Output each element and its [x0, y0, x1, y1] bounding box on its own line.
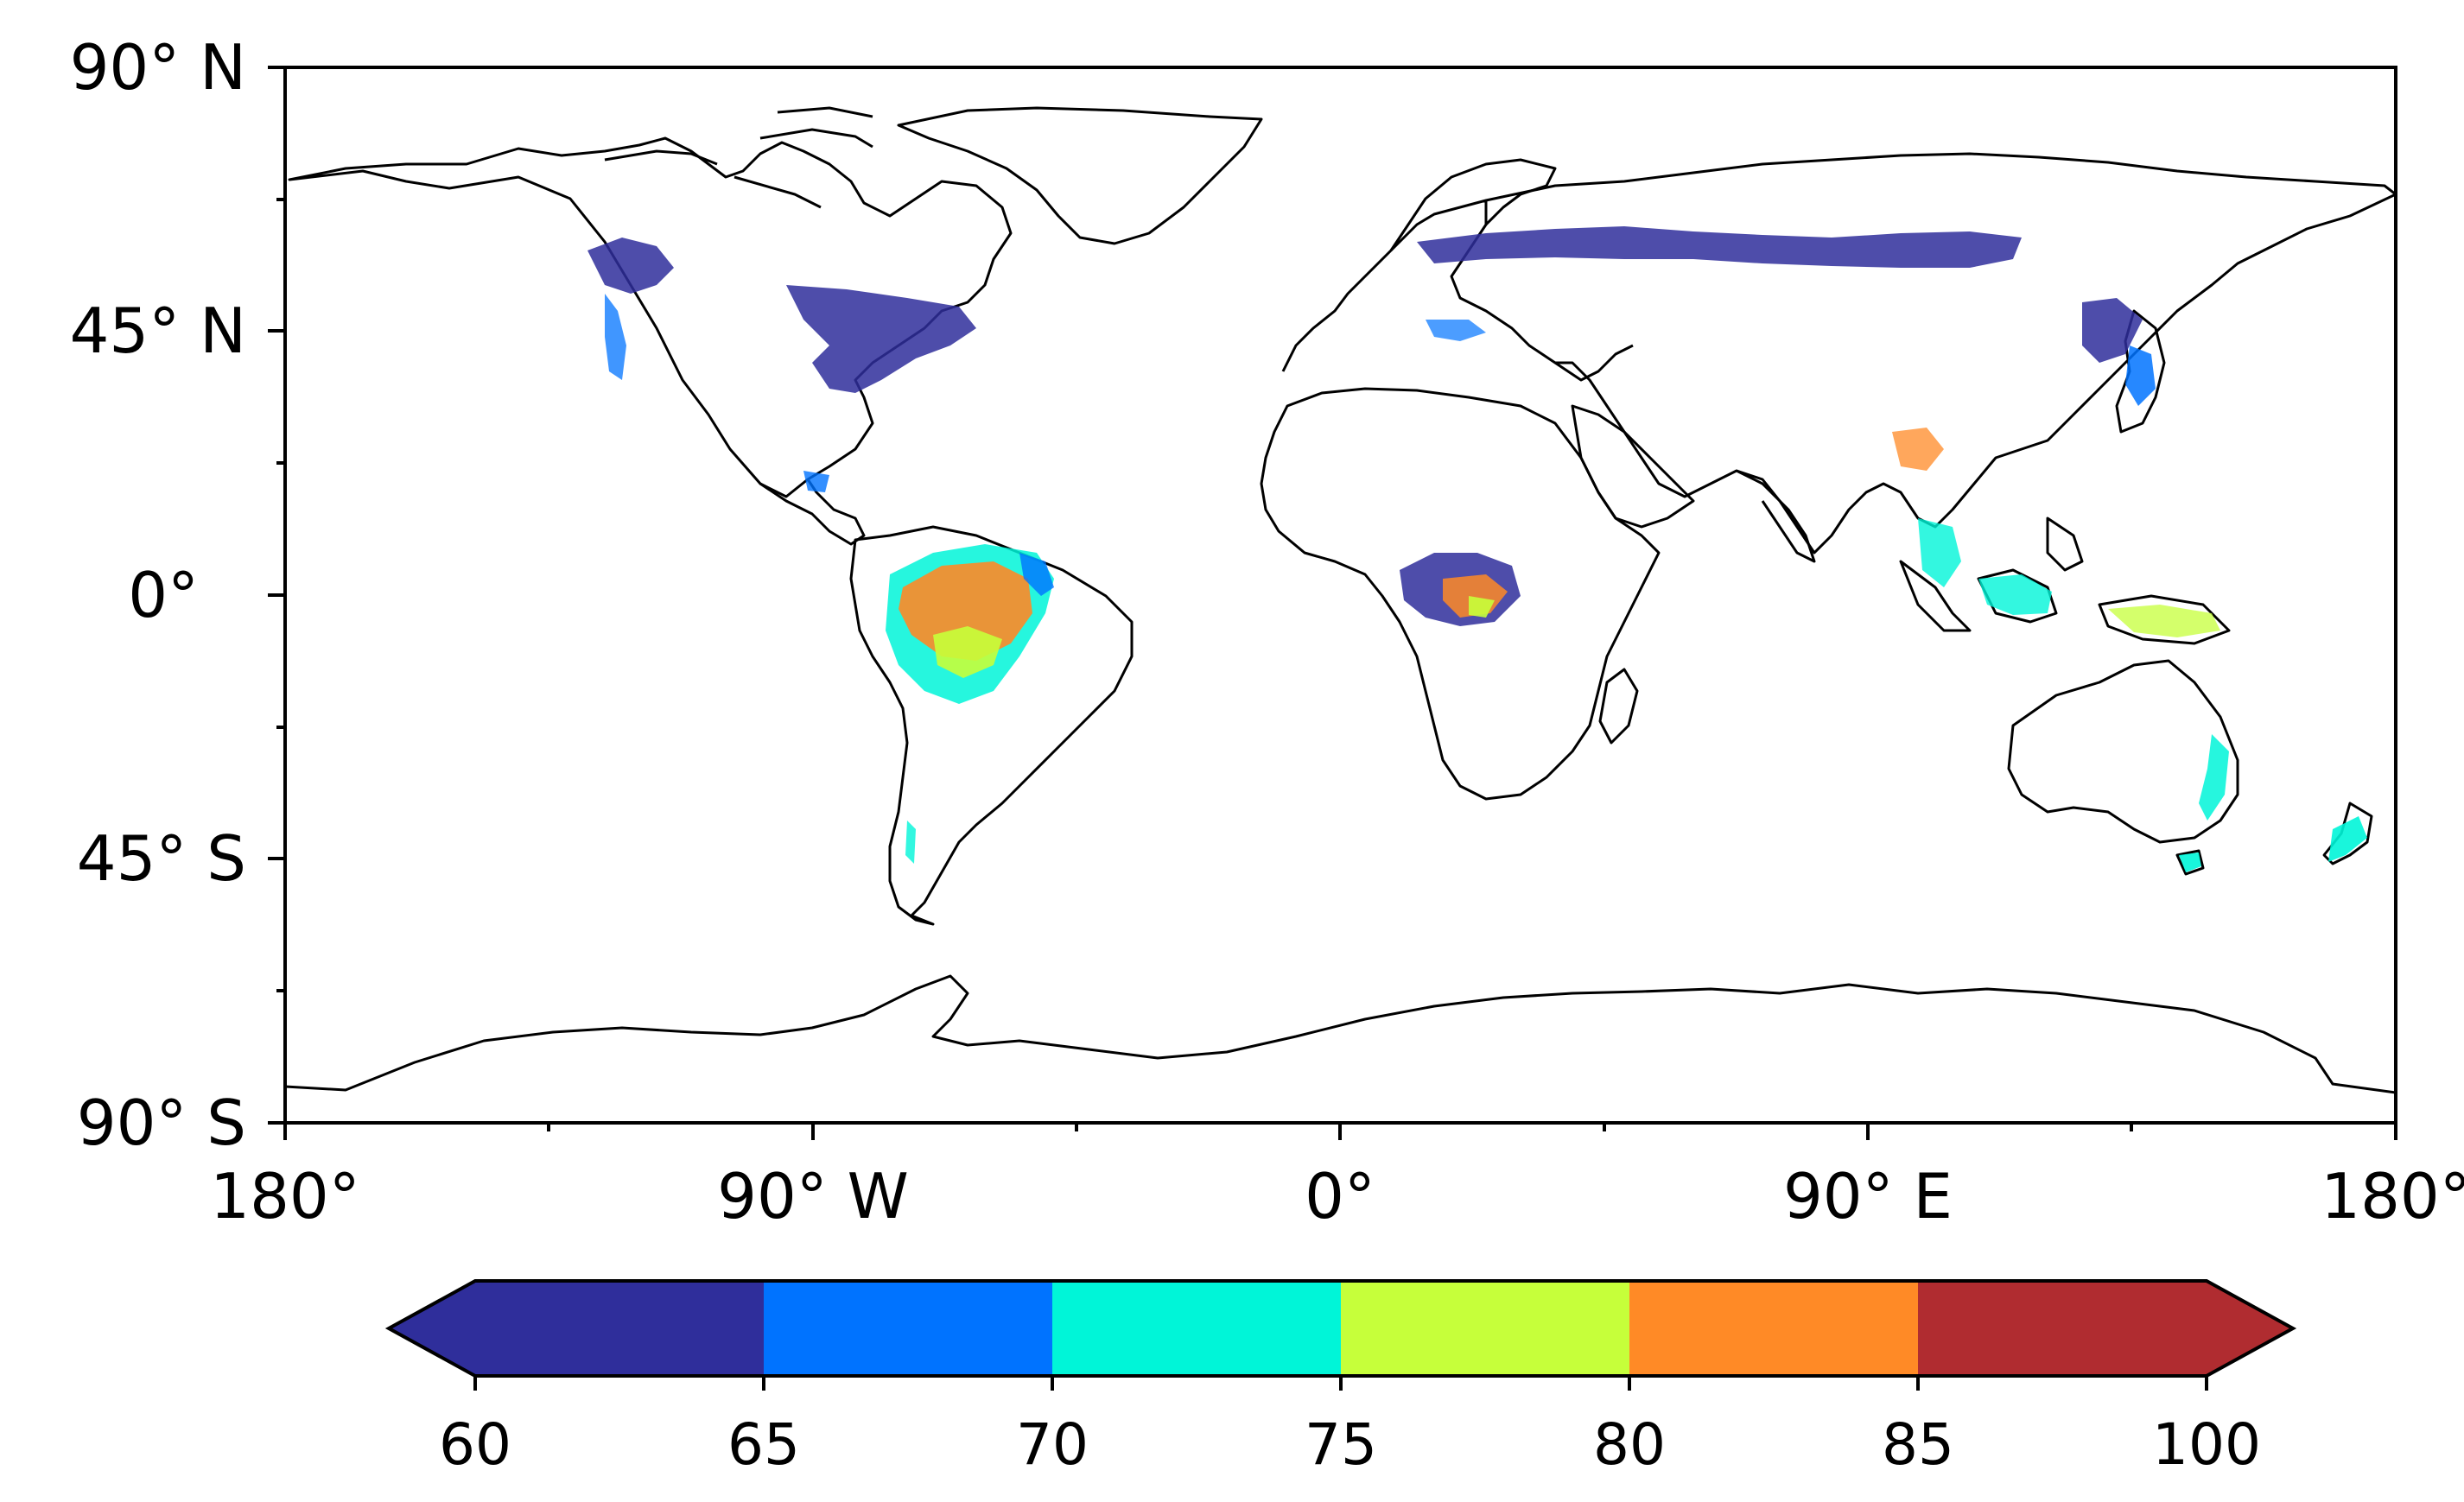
data-region-new-zealand — [2328, 816, 2367, 862]
data-region-tasmania — [2179, 852, 2201, 872]
data-region-na-east — [786, 285, 976, 393]
colorbar-label-60: 60 — [439, 1411, 511, 1478]
colorbar-label-70: 70 — [1016, 1411, 1089, 1478]
latitude-labels: 90° N 45° N 0° 45° S 90° S — [70, 31, 246, 1159]
colorbar-bin-60-65 — [475, 1281, 764, 1376]
coastline-antarctica — [285, 974, 2396, 1094]
lat-label-90s: 90° S — [77, 1087, 246, 1159]
longitude-labels: 180° 90° W 0° 90° E 180° — [210, 1160, 2464, 1233]
coastline-europe — [1281, 199, 1634, 382]
lon-label-90w: 90° W — [717, 1160, 909, 1233]
coastline-southeast-asia — [1899, 517, 2231, 645]
data-region-na-boreal — [587, 238, 674, 294]
colorbar-bin-80-85 — [1629, 1281, 1918, 1376]
data-region-na-west — [605, 294, 626, 380]
data-region-new-guinea — [2108, 605, 2220, 637]
data-region-sa-south — [905, 821, 916, 864]
lon-label-0: 0° — [1305, 1160, 1375, 1233]
colorbar-label-65: 65 — [727, 1411, 800, 1478]
axis-ticks — [268, 66, 2397, 1140]
coastline-africa — [1260, 387, 1661, 801]
coastline-scandinavia — [1389, 158, 1557, 251]
data-region-australia-east — [2199, 734, 2229, 821]
coastline-south-america — [849, 525, 1134, 926]
colorbar-label-75: 75 — [1305, 1411, 1377, 1478]
coastline-madagascar — [1598, 668, 1639, 745]
colorbar-ticks — [473, 1376, 2208, 1391]
data-region-southeast-asia — [1918, 518, 1961, 587]
coastline-asia — [1485, 152, 2396, 555]
coastline-australia — [2007, 659, 2239, 844]
colorbar-extend-low — [389, 1281, 475, 1376]
lon-label-180w: 180° — [210, 1160, 359, 1233]
coastline-tasmania — [2175, 849, 2205, 876]
colorbar-bin-65-70 — [764, 1281, 1052, 1376]
colorbar-extend-high — [2207, 1281, 2293, 1376]
colorbar-label-85: 85 — [1882, 1411, 1954, 1478]
coastline-arctic-islands — [604, 106, 873, 209]
data-region-europe-central — [1426, 320, 1486, 341]
coastline-arabia — [1571, 404, 1695, 529]
lat-label-45s: 45° S — [77, 822, 246, 895]
colorbar-bin-70-75 — [1052, 1281, 1341, 1376]
colorbar-label-100: 100 — [2152, 1411, 2261, 1478]
colorbar-label-80: 80 — [1593, 1411, 1666, 1478]
coastline-north-america — [288, 136, 1013, 498]
coastline-japan — [2115, 309, 2166, 434]
data-region-china-south — [1892, 428, 1944, 471]
coastlines — [285, 106, 2396, 1094]
colorbar-bin-75-80 — [1341, 1281, 1629, 1376]
lon-label-90e: 90° E — [1783, 1160, 1953, 1233]
colorbar-labels: 60 65 70 75 80 85 100 — [439, 1411, 2261, 1478]
data-region-central-america — [803, 471, 829, 492]
data-region-japan — [2125, 345, 2156, 406]
data-region-congo-green — [1469, 596, 1495, 618]
data-region-amazon-core — [899, 561, 1032, 661]
coastline-greenland — [897, 106, 1263, 245]
data-region-eurasia-boreal — [1417, 226, 2022, 268]
colorbar-bin-85-100 — [1918, 1281, 2207, 1376]
data-region-amazon-green — [933, 626, 1002, 678]
lat-label-0: 0° — [128, 559, 199, 631]
data-region-east-asia — [2082, 298, 2143, 363]
coastline-india — [1736, 469, 1816, 563]
data-region-indonesia — [1978, 574, 2052, 615]
lat-label-45n: 45° N — [70, 295, 246, 367]
lon-label-180e: 180° — [2321, 1160, 2464, 1233]
map-frame — [283, 66, 2397, 1125]
lat-label-90n: 90° N — [70, 31, 246, 104]
data-overlay — [587, 226, 2367, 872]
data-region-amazon-blue — [1019, 553, 1054, 596]
colorbar: 60 65 70 75 80 85 100 — [384, 1279, 2297, 1478]
